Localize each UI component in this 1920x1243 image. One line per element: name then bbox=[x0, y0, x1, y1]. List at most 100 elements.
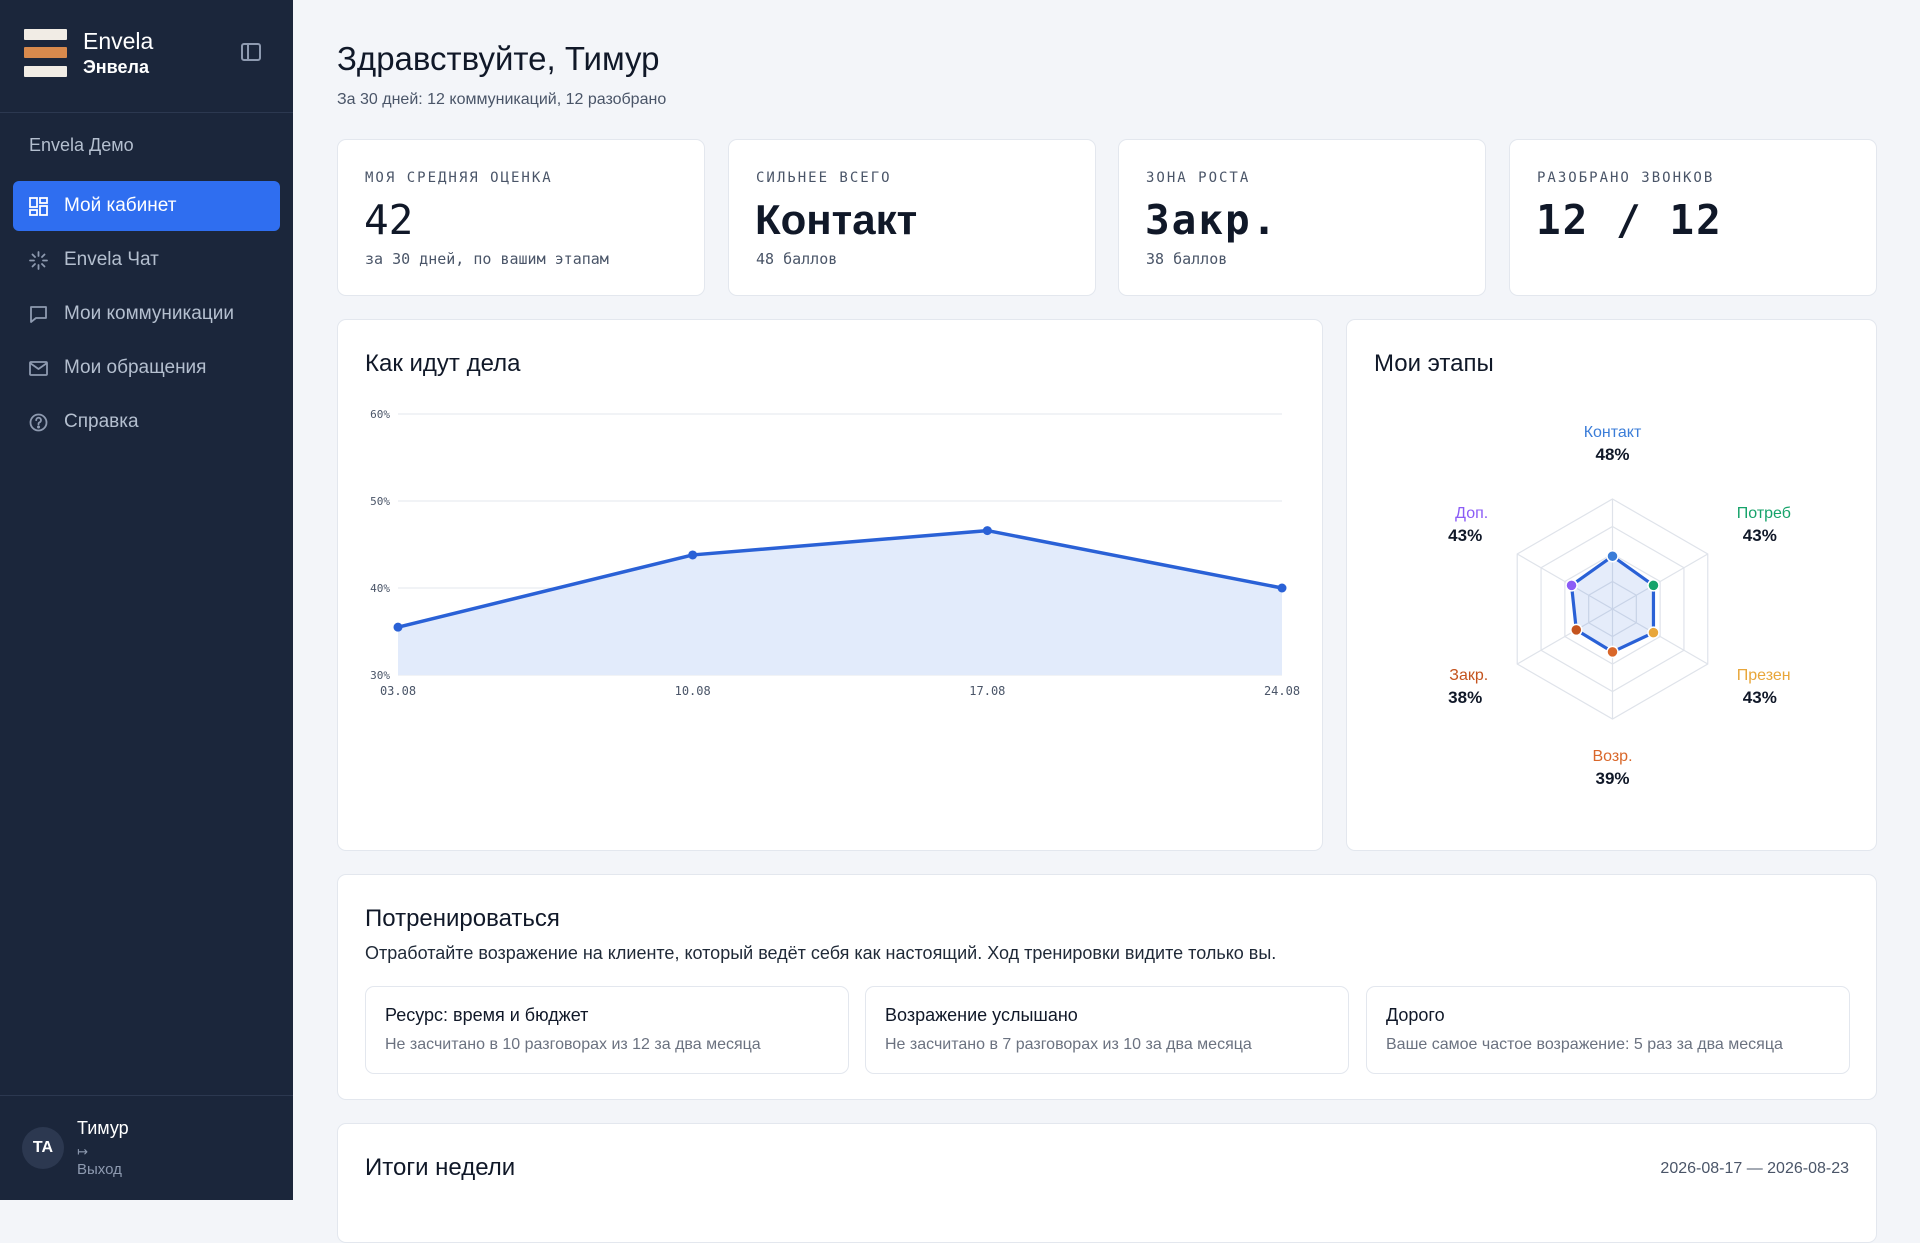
mail-icon bbox=[29, 359, 48, 378]
sidebar-item-label: Мой кабинет bbox=[64, 195, 177, 216]
stat-card-growth-zone: ЗОНА РОСТА Закр. 38 баллов bbox=[1118, 139, 1486, 296]
stat-value: Контакт bbox=[755, 196, 918, 243]
radar-point bbox=[1647, 579, 1660, 592]
training-option-resource[interactable]: Ресурс: время и бюджет Не засчитано в 10… bbox=[365, 986, 849, 1074]
training-option-expensive[interactable]: Дорого Ваше самое частое возражение: 5 р… bbox=[1366, 986, 1850, 1074]
week-range: 2026-08-17 — 2026-08-23 bbox=[1660, 1160, 1849, 1177]
training-subtitle: Отработайте возражение на клиенте, котор… bbox=[365, 943, 1277, 963]
radar-axis bbox=[1516, 553, 1613, 610]
sidebar-item-communications[interactable]: Мои коммуникации bbox=[13, 289, 280, 339]
data-point bbox=[1277, 583, 1287, 593]
training-option-desc: Не засчитано в 10 разговорах из 12 за дв… bbox=[385, 1036, 761, 1053]
page-subtitle: За 30 дней: 12 коммуникаций, 12 разобран… bbox=[337, 91, 667, 108]
sparkle-loader-icon bbox=[29, 250, 48, 270]
stages-radar-chart: Контакт 48% Потреб 43% Презен 43% Возр. 39% Закр… bbox=[1448, 424, 1791, 788]
sidebar: Envela Энвела Envela Демо Мой кабинет En… bbox=[0, 0, 293, 1200]
radar-value-label: 43% bbox=[1448, 526, 1482, 545]
training-card: Потренироваться Отработайте возражение н… bbox=[337, 874, 1877, 1100]
radar-axis-label: Закр. bbox=[1449, 667, 1488, 684]
stat-note: за 30 дней, по вашим этапам bbox=[365, 250, 609, 268]
training-option-desc: Ваше самое частое возражение: 5 раз за д… bbox=[1386, 1036, 1783, 1053]
y-tick-label: 50% bbox=[370, 495, 390, 508]
radar-value-label: 38% bbox=[1448, 688, 1482, 707]
training-option-title: Возражение услышано bbox=[885, 1005, 1078, 1025]
radar-value-label: 43% bbox=[1743, 526, 1777, 545]
brand-name: Envela bbox=[83, 28, 154, 54]
stat-value: Закр. bbox=[1145, 196, 1279, 244]
y-tick-label: 60% bbox=[370, 408, 390, 421]
logout-icon[interactable]: ↦ bbox=[77, 1144, 88, 1159]
training-option-desc: Не засчитано в 7 разговорах из 10 за два… bbox=[885, 1036, 1252, 1053]
data-point bbox=[982, 526, 992, 536]
training-title: Потренироваться bbox=[365, 905, 560, 932]
area-fill bbox=[398, 530, 1282, 675]
sidebar-item-label: Справка bbox=[64, 411, 139, 432]
radar-point bbox=[1565, 579, 1578, 592]
y-tick-label: 30% bbox=[370, 669, 390, 682]
progress-card: Как идут дела 30% 40% 50% 60% 03.08 10.08 17.0… bbox=[337, 319, 1323, 851]
sidebar-item-label: Мои обращения bbox=[64, 357, 207, 378]
sidebar-nav: Мой кабинет Envela Чат Мои коммуникации … bbox=[13, 181, 280, 451]
radar-value-label: 48% bbox=[1595, 445, 1629, 464]
radar-axis-label: Доп. bbox=[1455, 505, 1488, 522]
radar-point bbox=[1570, 623, 1583, 637]
radar-axis-label: Потреб bbox=[1737, 505, 1791, 522]
data-point bbox=[393, 622, 403, 632]
chat-bubble-icon bbox=[29, 305, 48, 324]
series-line bbox=[397, 528, 1283, 629]
week-summary-card: Итоги недели 2026-08-17 — 2026-08-23 bbox=[337, 1123, 1877, 1243]
progress-title: Как идут дела bbox=[365, 350, 521, 377]
stat-value: 42 bbox=[364, 196, 414, 244]
x-tick-label: 24.08 bbox=[1264, 684, 1300, 698]
data-point bbox=[688, 550, 698, 560]
radar-axis bbox=[1516, 608, 1613, 665]
logout-link[interactable]: Выход bbox=[77, 1161, 122, 1178]
stat-label: СИЛЬНЕЕ ВСЕГО bbox=[756, 170, 892, 186]
sidebar-item-label: Envela Чат bbox=[64, 249, 159, 270]
radar-axis-label: Контакт bbox=[1584, 424, 1642, 441]
y-tick-label: 40% bbox=[370, 582, 390, 595]
stat-label: ЗОНА РОСТА bbox=[1146, 170, 1251, 186]
logo-icon bbox=[24, 29, 67, 77]
sidebar-item-my-cabinet[interactable]: Мой кабинет bbox=[13, 181, 280, 231]
radar-point bbox=[1606, 645, 1619, 659]
stat-label: РАЗОБРАНО ЗВОНКОВ bbox=[1537, 170, 1715, 186]
stat-label: МОЯ СРЕДНЯЯ ОЦЕНКА bbox=[365, 170, 553, 186]
radar-value-label: 39% bbox=[1595, 769, 1629, 788]
brand-header: Envela Энвела bbox=[0, 0, 293, 113]
stages-title: Мои этапы bbox=[1374, 350, 1494, 377]
x-tick-label: 03.08 bbox=[380, 684, 416, 698]
user-name: Тимур bbox=[77, 1118, 129, 1138]
page-title: Здравствуйте, Тимур bbox=[337, 40, 660, 77]
stat-value: 12 / 12 bbox=[1536, 196, 1723, 244]
training-option-title: Дорого bbox=[1386, 1005, 1445, 1025]
stat-card-strongest: СИЛЬНЕЕ ВСЕГО Контакт 48 баллов bbox=[728, 139, 1096, 296]
workspace-name[interactable]: Envela Демо bbox=[29, 135, 134, 155]
sidebar-item-envela-chat[interactable]: Envela Чат bbox=[13, 235, 280, 285]
dashboard-icon bbox=[29, 196, 48, 216]
radar-axis-label: Возр. bbox=[1592, 748, 1632, 765]
stat-note: 48 баллов bbox=[756, 250, 838, 268]
stages-card: Мои этапы Контакт 48% Потреб 43% Презен 43% Во… bbox=[1346, 319, 1877, 851]
stat-card-analyzed-calls: РАЗОБРАНО ЗВОНКОВ 12 / 12 bbox=[1509, 139, 1877, 296]
stat-note: 38 баллов bbox=[1146, 250, 1228, 268]
sidebar-item-help[interactable]: Справка bbox=[13, 397, 280, 447]
week-title: Итоги недели bbox=[365, 1154, 516, 1181]
help-circle-icon bbox=[29, 413, 48, 432]
sidebar-item-requests[interactable]: Мои обращения bbox=[13, 343, 280, 393]
x-tick-label: 17.08 bbox=[969, 684, 1005, 698]
radar-point bbox=[1606, 549, 1619, 563]
brand-name-ru: Энвела bbox=[83, 57, 149, 77]
user-panel: TA Тимур ↦ Выход bbox=[0, 1095, 293, 1200]
radar-axis-label: Презен bbox=[1737, 667, 1791, 684]
progress-chart: 30% 40% 50% 60% 03.08 10.08 17.08 24.08 bbox=[370, 408, 1300, 698]
stat-card-average-score: МОЯ СРЕДНЯЯ ОЦЕНКА 42 за 30 дней, по ваш… bbox=[337, 139, 705, 296]
radar-value-label: 43% bbox=[1743, 688, 1777, 707]
radar-axis bbox=[1612, 553, 1709, 610]
sidebar-toggle-icon[interactable] bbox=[241, 43, 261, 61]
training-option-title: Ресурс: время и бюджет bbox=[385, 1005, 589, 1025]
radar-point bbox=[1647, 626, 1660, 639]
training-option-objection-heard[interactable]: Возражение услышано Не засчитано в 7 раз… bbox=[865, 986, 1349, 1074]
sidebar-item-label: Мои коммуникации bbox=[64, 303, 234, 324]
avatar[interactable]: TA bbox=[22, 1127, 64, 1169]
